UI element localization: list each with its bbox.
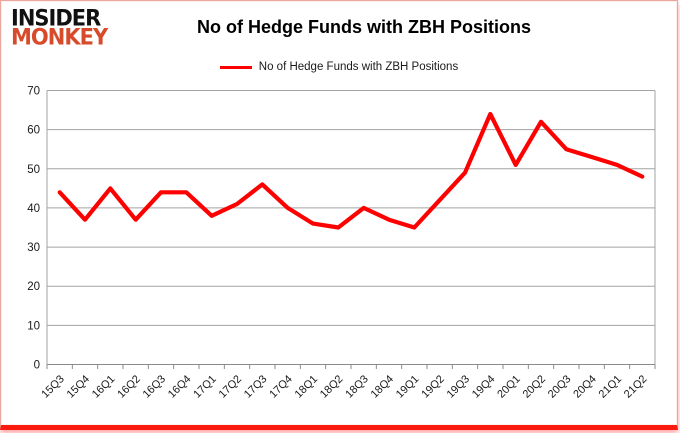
x-axis-label: 21Q2 [622, 373, 650, 401]
x-axis-label: 19Q2 [419, 373, 447, 401]
y-axis-label: 10 [27, 320, 40, 332]
y-axis-label: 50 [27, 164, 40, 176]
x-axis-label: 16Q3 [141, 373, 169, 401]
y-axis-label: 40 [27, 203, 40, 215]
chart-legend: No of Hedge Funds with ZBH Positions [1, 61, 677, 73]
x-axis-label: 15Q3 [39, 373, 67, 401]
x-axis-label: 17Q1 [191, 373, 219, 401]
y-axis-label: 20 [27, 281, 40, 293]
x-axis-label: 15Q4 [65, 373, 93, 401]
x-axis-label: 20Q3 [546, 373, 574, 401]
x-axis-label: 17Q2 [217, 373, 245, 401]
insider-monkey-logo: INSIDER MONKEY [11, 5, 108, 50]
x-axis-label: 18Q1 [293, 373, 321, 401]
logo-insider-text: INSIDER [11, 5, 101, 31]
x-axis-label: 20Q1 [495, 373, 523, 401]
x-axis-label: 17Q3 [242, 373, 270, 401]
y-axis-label: 70 [27, 86, 40, 98]
y-axis-label: 0 [34, 360, 40, 372]
x-axis-label: 20Q2 [521, 373, 549, 401]
y-axis-label: 60 [27, 125, 40, 137]
x-axis-label: 19Q3 [445, 373, 473, 401]
y-axis-label: 30 [27, 242, 40, 254]
chart-title: No of Hedge Funds with ZBH Positions [197, 17, 531, 37]
x-axis-label: 18Q4 [369, 373, 397, 401]
legend-label: No of Hedge Funds with ZBH Positions [258, 61, 459, 73]
x-axis-label: 18Q2 [318, 373, 346, 401]
x-axis-label: 19Q1 [394, 373, 422, 401]
x-axis-label: 21Q1 [597, 373, 625, 401]
x-axis-label: 17Q4 [267, 373, 295, 401]
x-axis-label: 18Q3 [343, 373, 371, 401]
x-axis-label: 19Q4 [470, 373, 498, 401]
hedge-fund-line-chart: 01020304050607015Q315Q416Q116Q216Q316Q41… [27, 86, 656, 401]
logo-monkey-text: MONKEY [11, 24, 108, 50]
x-axis-label: 20Q4 [571, 373, 599, 401]
legend-line-swatch [219, 65, 252, 69]
x-axis-label: 16Q1 [90, 373, 118, 401]
hedge-fund-count-line [57, 111, 645, 230]
x-axis-label: 16Q2 [115, 373, 143, 401]
x-axis-label: 16Q4 [166, 373, 194, 401]
